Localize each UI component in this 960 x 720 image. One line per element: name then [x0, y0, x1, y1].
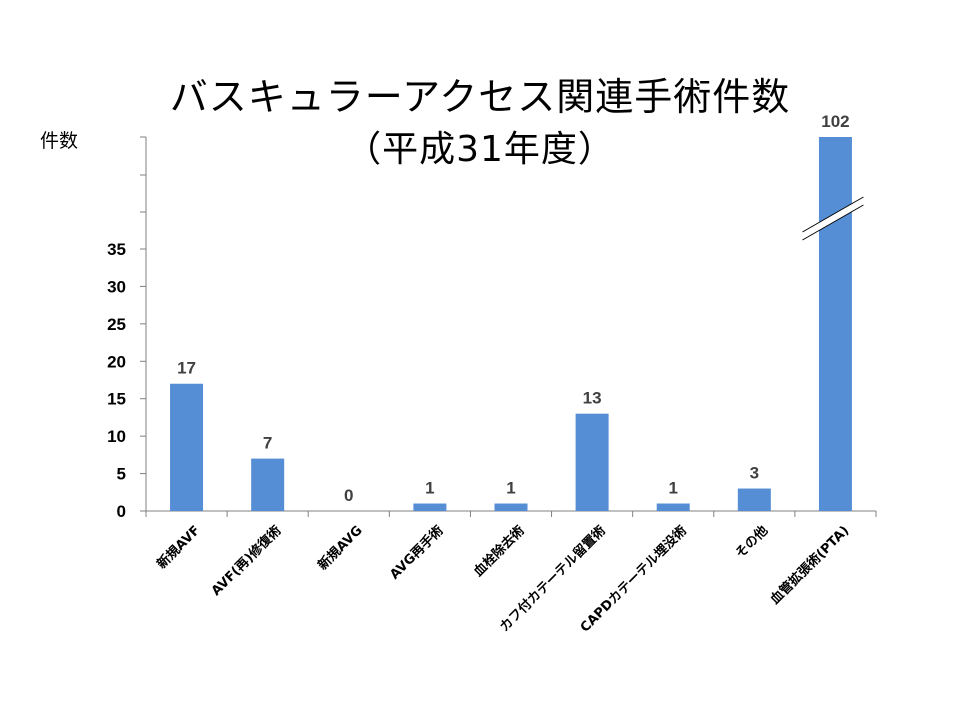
y-tick-label: 0	[117, 502, 126, 521]
data-label: 1	[425, 479, 434, 498]
bar	[737, 488, 771, 511]
bar	[494, 503, 528, 511]
axis-break-line	[802, 204, 864, 241]
chart-title: バスキュラーアクセス関連手術件数	[169, 75, 791, 119]
data-label: 1	[668, 479, 677, 498]
category-label: 新規AVG	[315, 523, 366, 574]
y-tick-label: 30	[107, 277, 126, 296]
bar	[170, 383, 204, 511]
data-label: 7	[263, 434, 272, 453]
y-tick-label: 20	[107, 352, 126, 371]
category-label: その他	[732, 523, 771, 562]
bar	[818, 137, 852, 511]
y-tick-label: 5	[117, 465, 126, 484]
bar	[656, 503, 690, 511]
chart-subtitle: （平成31年度）	[345, 129, 615, 170]
y-tick-label: 25	[107, 315, 126, 334]
data-label: 102	[821, 112, 849, 131]
data-label: 13	[583, 389, 602, 408]
category-label: 血栓除去術	[471, 523, 528, 580]
data-label: 1	[506, 479, 515, 498]
y-tick-label: 35	[107, 240, 126, 259]
bar	[413, 503, 447, 511]
y-axis-label: 件数	[40, 130, 79, 152]
data-label: 17	[177, 359, 196, 378]
y-tick-label: 10	[107, 427, 126, 446]
bar	[575, 413, 609, 511]
category-label: 新規AVF	[154, 523, 204, 573]
data-label: 0	[344, 486, 353, 505]
axis-break-gap	[802, 197, 864, 240]
axis-break-line	[802, 196, 864, 233]
category-label: 血管拡張術(PTA)	[767, 523, 852, 608]
bar	[251, 458, 285, 511]
category-label: AVF(再)修復術	[208, 523, 284, 599]
y-tick-label: 15	[107, 390, 126, 409]
category-label: AVG再手術	[387, 523, 447, 583]
data-label: 3	[750, 464, 759, 483]
